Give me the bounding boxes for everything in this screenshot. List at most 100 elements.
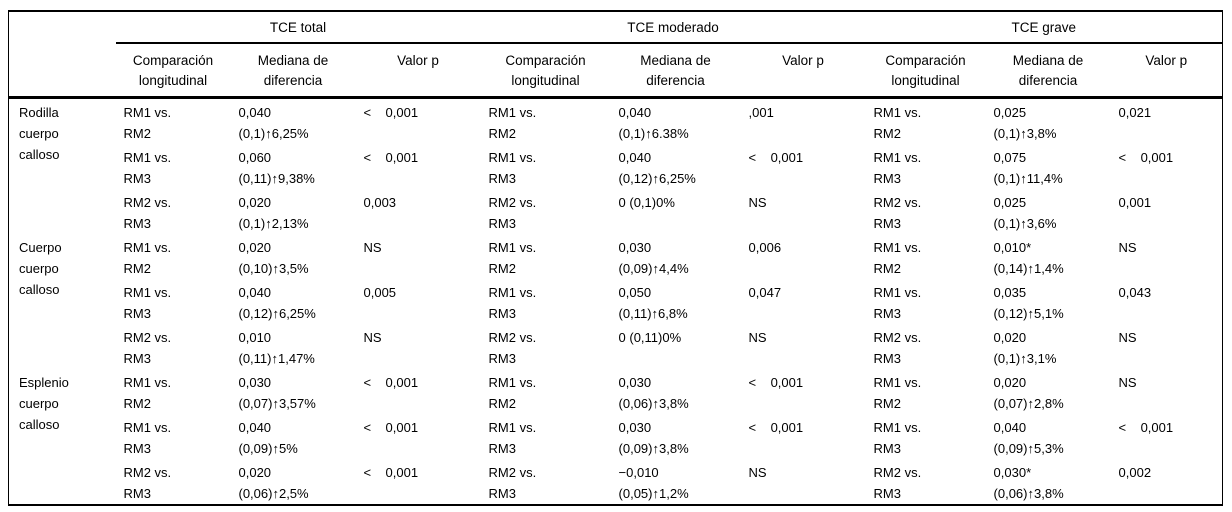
cell-comparison: RM1 vs. RM2	[866, 369, 986, 414]
cell-pvalue: 0,043	[1118, 284, 1152, 300]
cell-comparison: RM1 vs. RM2	[481, 234, 611, 279]
comparison-line: RM1 vs.	[873, 284, 922, 300]
cell-pvalue: < 0,001	[1118, 419, 1174, 435]
subheader-median: Mediana de diferencia	[230, 43, 356, 99]
cell-pvalue: 0,002	[1118, 464, 1152, 480]
cell-pvalue: NS	[363, 329, 382, 345]
comparison-line: RM2 vs.	[873, 194, 922, 210]
cell-comparison: RM1 vs. RM3	[116, 144, 231, 189]
cell-median: 0,040 (0,09)↑5,3%	[986, 414, 1111, 459]
comparison-line: RM1 vs.	[488, 284, 537, 300]
comparison-line: RM3	[123, 485, 151, 501]
median-detail: (0,1)↑6.38%	[618, 125, 689, 141]
cell-comparison: RM1 vs. RM3	[866, 414, 986, 459]
table-row: RM1 vs. RM3 0,040 (0,09)↑5% < 0,001 RM1 …	[9, 414, 1223, 459]
median-value: 0,020	[993, 374, 1027, 390]
cell-median: 0,030 (0,06)↑3,8%	[611, 369, 741, 414]
cell-comparison: RM1 vs. RM2	[481, 97, 611, 144]
comparison-line: RM2 vs.	[873, 329, 922, 345]
comparison-line: RM1 vs.	[873, 149, 922, 165]
comparison-line: RM2	[873, 125, 901, 141]
median-value: 0,040	[238, 284, 272, 300]
comparison-line: RM3	[488, 305, 516, 321]
median-value: 0 (0,1)0%	[618, 194, 675, 210]
table-row: RM2 vs. RM3 0,010 (0,11)↑1,47% NS RM2 vs…	[9, 324, 1223, 369]
comparison-line: RM2	[488, 395, 516, 411]
cell-comparison: RM1 vs. RM3	[481, 144, 611, 189]
median-detail: (0,14)↑1,4%	[993, 260, 1064, 276]
median-value: 0,030	[618, 239, 652, 255]
median-value: 0,075	[993, 149, 1027, 165]
cell-comparison: RM2 vs. RM3	[481, 189, 611, 234]
table-row: RM1 vs. RM3 0,040 (0,12)↑6,25% 0,005 RM1…	[9, 279, 1223, 324]
comparison-line: RM1 vs.	[123, 374, 172, 390]
comparison-line: RM1 vs.	[873, 104, 922, 120]
row-group-label: Cuerpo cuerpo calloso	[19, 239, 62, 297]
cell-median: 0,075 (0,1)↑11,4%	[986, 144, 1111, 189]
comparison-line: RM3	[873, 440, 901, 456]
cell-pvalue: NS	[1118, 329, 1137, 345]
median-detail: (0,09)↑4,4%	[618, 260, 689, 276]
cell-comparison: RM1 vs. RM2	[116, 369, 231, 414]
cell-pvalue: 0,021	[1118, 104, 1152, 120]
cell-comparison: RM1 vs. RM3	[481, 279, 611, 324]
median-value: 0,020	[238, 464, 272, 480]
cell-median: 0,025 (0,1)↑3,6%	[986, 189, 1111, 234]
cell-median: 0,025 (0,1)↑3,8%	[986, 97, 1111, 144]
comparison-line: RM2	[123, 260, 151, 276]
table-row: Rodilla cuerpo calloso RM1 vs. RM2 0,040…	[9, 97, 1223, 162]
comparison-line: RM3	[873, 215, 901, 231]
cell-median: 0,030 (0,07)↑3,57%	[231, 369, 356, 414]
table-row: RM2 vs. RM3 0,020 (0,06)↑2,5% < 0,001 RM…	[9, 459, 1223, 505]
median-detail: (0,10)↑3,5%	[238, 260, 309, 276]
median-value: 0,010	[238, 329, 272, 345]
subheader-median: Mediana de diferencia	[610, 43, 741, 99]
comparison-line: RM2 vs.	[123, 464, 172, 480]
cell-median: 0 (0,1)0%	[611, 189, 741, 234]
median-value: 0,030	[618, 374, 652, 390]
cell-median: 0 (0,11)0%	[611, 324, 741, 369]
cell-pvalue: < 0,001	[1118, 149, 1174, 165]
cell-median: 0,020 (0,06)↑2,5%	[231, 459, 356, 505]
median-detail: (0,1)↑3,8%	[993, 125, 1057, 141]
comparison-line: RM1 vs.	[488, 419, 537, 435]
comparison-line: RM1 vs.	[123, 239, 172, 255]
cell-pvalue: < 0,001	[363, 464, 419, 480]
comparison-line: RM1 vs.	[873, 239, 922, 255]
median-detail: (0,1)↑3,6%	[993, 215, 1057, 231]
median-value: 0,050	[618, 284, 652, 300]
comparison-line: RM3	[873, 485, 901, 501]
median-detail: (0,06)↑2,5%	[238, 485, 309, 501]
cell-comparison: RM2 vs. RM3	[481, 459, 611, 505]
median-value: 0,035	[993, 284, 1027, 300]
comparison-line: RM3	[488, 215, 516, 231]
median-value: 0 (0,11)0%	[618, 329, 682, 345]
cell-median: 0,020 (0,1)↑2,13%	[231, 189, 356, 234]
cell-median: −0,010 (0,05)↑1,2%	[611, 459, 741, 505]
table-row: Cuerpo cuerpo calloso RM1 vs. RM2 0,020 …	[9, 234, 1223, 297]
comparison-line: RM2	[873, 260, 901, 276]
comparison-line: RM1 vs.	[488, 374, 537, 390]
row-group-label: Esplenio cuerpo calloso	[19, 374, 69, 432]
cell-pvalue: < 0,001	[363, 149, 419, 165]
median-detail: (0,1)↑3,1%	[993, 350, 1057, 366]
median-detail: (0,1)↑11,4%	[993, 170, 1063, 186]
subheader-row: Comparación longitudinal Mediana de dife…	[8, 43, 1223, 99]
cell-median: 0,020 (0,1)↑3,1%	[986, 324, 1111, 369]
corner-cell	[9, 11, 116, 43]
cell-pvalue: < 0,001	[363, 104, 419, 120]
median-value: 0,040	[238, 419, 272, 435]
cell-pvalue: 0,001	[1118, 194, 1152, 210]
cell-pvalue: 0,005	[363, 284, 397, 300]
cell-median: 0,040 (0,12)↑6,25%	[611, 144, 741, 189]
comparison-line: RM1 vs.	[123, 104, 172, 120]
median-detail: (0,06)↑3,8%	[993, 485, 1064, 501]
table-row: RM1 vs. RM3 0,060 (0,11)↑9,38% < 0,001 R…	[9, 144, 1223, 189]
median-value: 0,040	[993, 419, 1027, 435]
cell-pvalue: NS	[748, 464, 767, 480]
cell-comparison: RM2 vs. RM3	[866, 324, 986, 369]
comparison-line: RM3	[488, 170, 516, 186]
cell-comparison: RM2 vs. RM3	[866, 189, 986, 234]
cell-pvalue: < 0,001	[748, 149, 804, 165]
